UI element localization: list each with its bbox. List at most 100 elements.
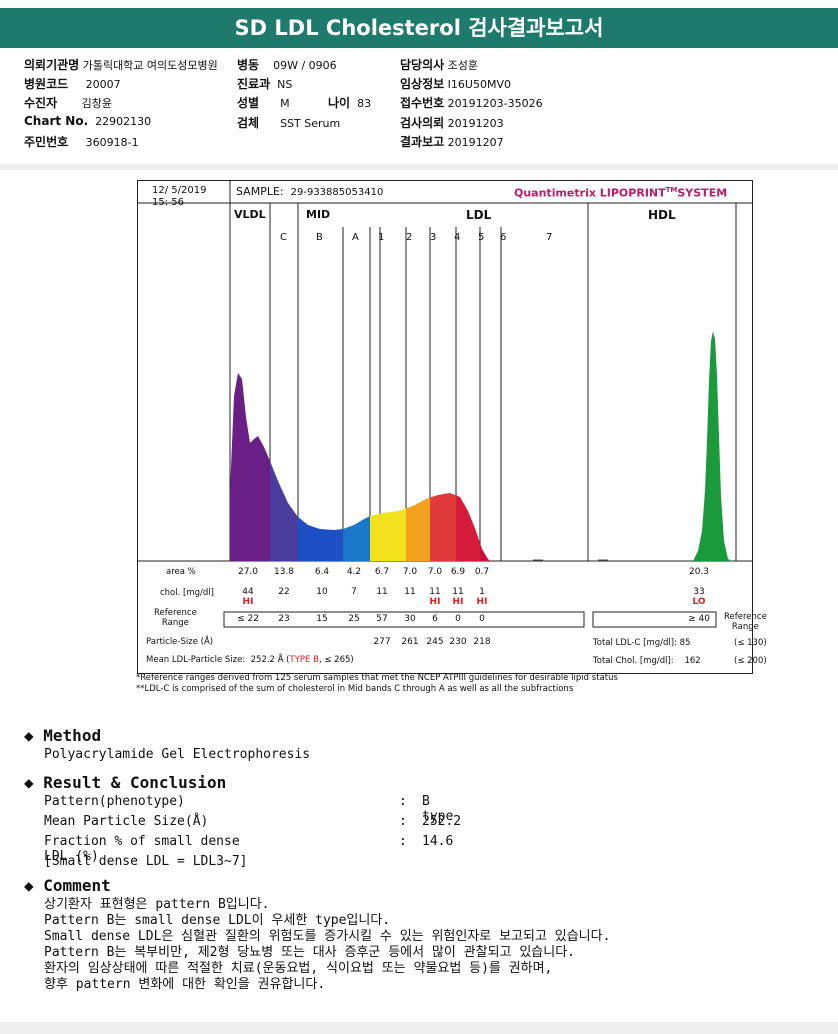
comment-section: ◆ Comment 상기환자 표현형은 pattern B입니다. Patter… bbox=[24, 876, 610, 993]
total-chol: Total Chol. [mg/dl]: 162 bbox=[593, 656, 701, 666]
band-label-3: 3 bbox=[430, 232, 437, 243]
area-value: 20.3 bbox=[688, 567, 710, 577]
method-text: Polyacrylamide Gel Electrophoresis bbox=[44, 747, 311, 762]
comment-heading: ◆ Comment bbox=[24, 876, 111, 895]
report-title: SD LDL Cholesterol 검사결과보고서 bbox=[0, 8, 838, 48]
total-ldl-c: Total LDL-C [mg/dl]: 85 bbox=[593, 638, 691, 648]
area-value: 27.0 bbox=[237, 567, 259, 577]
header-field-doctor: 담당의사 조성훈 bbox=[400, 58, 479, 72]
band-peak bbox=[406, 497, 430, 561]
chol-value: 44 bbox=[242, 587, 254, 597]
row-label-chol: chol. [mg/dl] bbox=[160, 588, 214, 598]
chol-value: 11 bbox=[452, 587, 464, 597]
flag-value: HI bbox=[429, 597, 441, 607]
comment-line: Pattern B는 복부비만, 제2형 당뇨병 또는 대사 증후군 등에서 많… bbox=[44, 945, 575, 960]
flag-value: HI bbox=[242, 597, 254, 607]
header-field-report-date: 결과보고 20191207 bbox=[400, 135, 504, 149]
band-peak bbox=[370, 508, 406, 561]
result-heading: ◆ Result & Conclusion bbox=[24, 773, 227, 792]
ref-value: 6 bbox=[432, 614, 438, 624]
row-label-ref: Reference Range bbox=[154, 608, 197, 628]
band-label-C: C bbox=[280, 232, 287, 243]
group-hdl: HDL bbox=[648, 208, 676, 222]
ref-value: ≥ 40 bbox=[688, 614, 710, 624]
flag-value: HI bbox=[452, 597, 464, 607]
header-field-hospital-code: 병원코드 20007 bbox=[24, 77, 121, 91]
header-field-ward: 병동 09W / 0906 bbox=[237, 58, 337, 72]
result-label-fraction: Fraction % of small dense LDL (%) bbox=[44, 834, 240, 864]
ref-value: 57 bbox=[376, 614, 388, 624]
result-section: ◆ Result & Conclusion Pattern(phenotype)… bbox=[24, 773, 461, 869]
reference-range-box bbox=[223, 611, 585, 628]
ref-value: ≤ 22 bbox=[237, 614, 259, 624]
result-sep-particle-size: : bbox=[399, 814, 407, 829]
brand-label: Quantimetrix LIPOPRINTTMSYSTEM bbox=[514, 186, 728, 200]
band-peak bbox=[230, 373, 270, 561]
area-value: 7.0 bbox=[402, 567, 418, 577]
result-label-particle-size: Mean Particle Size(Å) bbox=[44, 814, 209, 829]
mean-ldl-particle-size: Mean LDL-Particle Size: 252.2 Å (TYPE B,… bbox=[146, 655, 354, 665]
header-field-specimen: 검체 SST Serum bbox=[237, 116, 341, 130]
ref-value: 30 bbox=[404, 614, 416, 624]
band-peak bbox=[480, 543, 490, 561]
header-field-receipt-no: 접수번호 20191203-35026 bbox=[400, 96, 543, 110]
group-vldl: VLDL bbox=[234, 208, 266, 221]
hdl-peak bbox=[693, 331, 732, 561]
diamond-icon: ◆ bbox=[24, 773, 34, 792]
chol-value: 22 bbox=[278, 587, 290, 597]
particle-size-value: 218 bbox=[473, 637, 491, 647]
area-value: 6.9 bbox=[450, 567, 466, 577]
area-value: 0.7 bbox=[474, 567, 490, 577]
header-divider bbox=[0, 164, 838, 170]
result-note: [Small dense LDL = LDL3~7] bbox=[44, 854, 248, 869]
area-value: 6.4 bbox=[314, 567, 330, 577]
area-value: 7.0 bbox=[427, 567, 443, 577]
lipoprint-svg bbox=[138, 181, 752, 628]
total-chol-ref: (≤ 200) bbox=[734, 656, 767, 666]
result-value-particle-size: 252.2 bbox=[422, 814, 462, 829]
result-sep-pattern: : bbox=[399, 794, 407, 809]
band-label-4: 4 bbox=[454, 232, 461, 243]
band-peak bbox=[270, 461, 298, 561]
footer-bar bbox=[0, 1022, 838, 1034]
total-ldl-c-ref: (≤ 130) bbox=[734, 638, 767, 648]
particle-size-value: 230 bbox=[449, 637, 467, 647]
header-field-request-date: 검사의뢰 20191203 bbox=[400, 116, 504, 130]
ref-value: 15 bbox=[316, 614, 328, 624]
band-label-7: 7 bbox=[546, 232, 553, 243]
comment-lines: 상기환자 표현형은 pattern B입니다. Pattern B는 small… bbox=[44, 897, 610, 993]
header-field-chart-no: Chart No. 22902130 bbox=[24, 114, 152, 128]
particle-size-value: 277 bbox=[373, 637, 391, 647]
area-value: 6.7 bbox=[374, 567, 390, 577]
band-label-2: 2 bbox=[406, 232, 413, 243]
comment-line: Pattern B는 small dense LDL이 우세한 type입니다. bbox=[44, 913, 391, 928]
header-field-clinical-info: 임상정보 I16U50MV0 bbox=[400, 77, 511, 91]
result-rows: Pattern(phenotype) : B type Mean Particl… bbox=[44, 794, 461, 864]
band-peak bbox=[430, 493, 456, 561]
result-label-pattern: Pattern(phenotype) bbox=[44, 794, 185, 809]
row-label-particle-size: Particle-Size (Å) bbox=[146, 637, 214, 647]
chart-peaks bbox=[230, 331, 732, 561]
diamond-icon: ◆ bbox=[24, 876, 34, 895]
band-label-A: A bbox=[352, 232, 359, 243]
chol-value: 33 bbox=[693, 587, 705, 597]
band-peak bbox=[298, 517, 343, 561]
chol-value: 7 bbox=[351, 587, 357, 597]
chol-value: 11 bbox=[376, 587, 388, 597]
chart-time: 15: 56 bbox=[152, 197, 184, 208]
group-mid: MID bbox=[306, 208, 331, 221]
chol-value: 10 bbox=[316, 587, 328, 597]
result-value-fraction: 14.6 bbox=[422, 834, 454, 849]
header-field-department: 진료과 NS bbox=[237, 77, 293, 91]
header-field-resident-no: 주민번호 360918-1 bbox=[24, 135, 139, 149]
footnote-2: **LDL-C is comprised of the sum of chole… bbox=[136, 684, 574, 694]
comment-line: 향후 pattern 변화에 대한 확인을 권유합니다. bbox=[44, 977, 326, 992]
lipoprint-chart: 12/ 5/2019 15: 56 SAMPLE: 29-93388505341… bbox=[137, 180, 767, 674]
comment-line: 상기환자 표현형은 pattern B입니다. bbox=[44, 897, 270, 912]
band-label-5: 5 bbox=[478, 232, 485, 243]
method-section: ◆ Method Polyacrylamide Gel Electrophore… bbox=[24, 726, 310, 762]
comment-line: Small dense LDL은 심혈관 질환의 위험도를 증가시킬 수 있는 … bbox=[44, 929, 611, 944]
band-label-1: 1 bbox=[378, 232, 385, 243]
band-peak bbox=[456, 495, 480, 561]
comment-line: 환자의 임상상태에 따른 적절한 치료(운동요법, 식이요법 또는 약물요법 등… bbox=[44, 961, 553, 976]
